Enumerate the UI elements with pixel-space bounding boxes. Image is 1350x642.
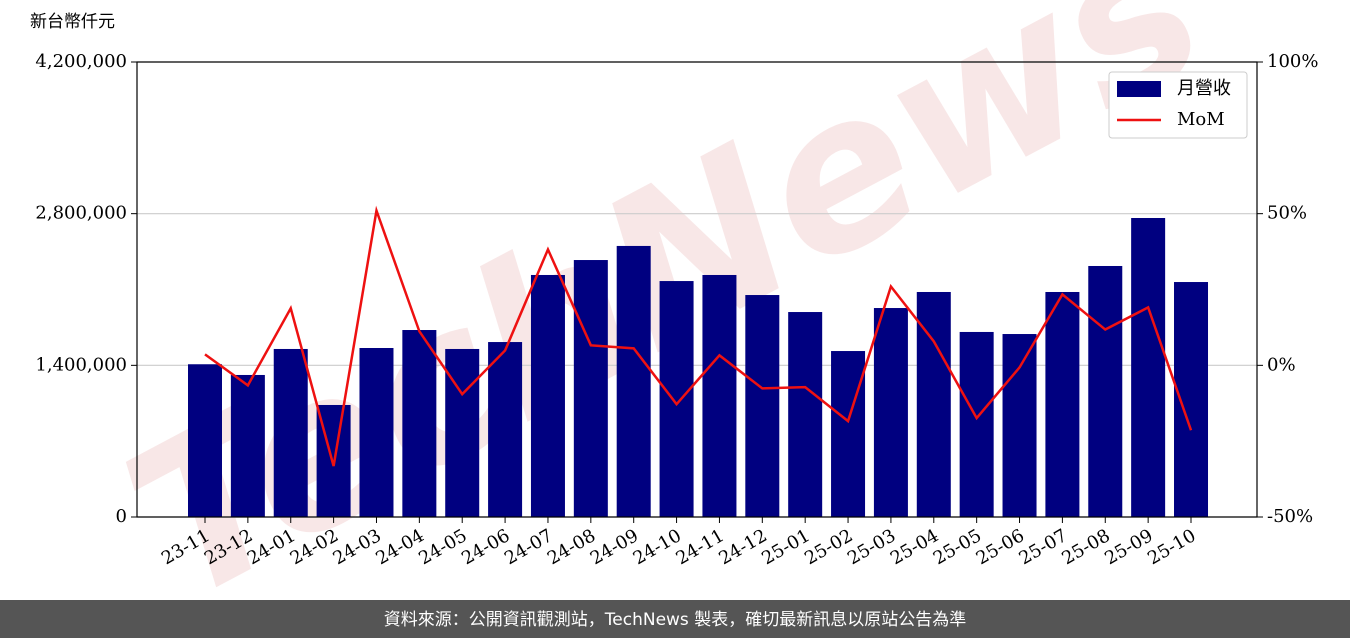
bar <box>959 331 994 517</box>
bar <box>616 245 651 517</box>
x-tick-label: 24-06 <box>458 525 513 569</box>
bar <box>273 348 308 517</box>
line <box>204 205 1193 467</box>
bar <box>916 291 951 517</box>
bar <box>188 364 222 517</box>
x-tick-label: 25-10 <box>1144 525 1199 569</box>
footer: 資料來源：公開資訊觀測站，TechNews 製表，確切最新訊息以原站公告為準 <box>384 610 966 630</box>
x-tick-label: 24-09 <box>587 525 642 569</box>
x-tick-label: 25-02 <box>801 525 856 569</box>
bar <box>788 312 823 517</box>
x-tick-label: 24-12 <box>715 525 770 569</box>
bar <box>745 295 780 517</box>
x-tick-label: 24-08 <box>544 525 599 569</box>
footer-band <box>0 600 1350 638</box>
legend-label: MoM <box>1177 109 1225 130</box>
bar <box>1088 265 1123 517</box>
bar <box>402 330 437 517</box>
x-tick-label: 24-10 <box>630 525 685 569</box>
x-tick-label: 25-05 <box>930 525 985 569</box>
y2-tick-label: 50% <box>1267 203 1307 224</box>
x-tick-label: 25-08 <box>1058 525 1113 569</box>
y-tick-label: 4,200,000 <box>35 51 127 72</box>
x-tick-label: 25-01 <box>758 525 813 569</box>
bar <box>659 281 694 517</box>
bar <box>702 274 737 517</box>
y-tick-label: 1,400,000 <box>35 354 127 375</box>
bar <box>831 351 866 517</box>
x-tick-label: 25-07 <box>1015 525 1070 569</box>
y2-tick-label: -50% <box>1267 506 1313 527</box>
bar <box>573 260 608 517</box>
x-tick-label: 25-03 <box>844 525 899 569</box>
x-tick-label: 24-11 <box>673 525 728 569</box>
bar <box>873 308 908 517</box>
bar <box>445 348 480 517</box>
bar <box>530 274 565 517</box>
y2-tick-label: 100% <box>1267 51 1318 72</box>
bar <box>488 342 523 517</box>
bar <box>230 374 265 517</box>
legend-label: 月營收 <box>1177 78 1231 99</box>
x-tick-label: 25-04 <box>887 525 942 569</box>
x-tick-label: 25-09 <box>1101 525 1156 569</box>
legend-swatch <box>1117 81 1161 97</box>
y-axis-label: 新台幣仟元 <box>30 12 115 32</box>
bar <box>1131 218 1166 517</box>
y-tick-label: 0 <box>116 506 127 527</box>
bar <box>1045 291 1080 517</box>
y-tick-label: 2,800,000 <box>35 203 127 224</box>
y2-tick-label: 0% <box>1267 354 1296 375</box>
bar <box>359 348 394 517</box>
x-tick-label: 25-06 <box>973 525 1028 569</box>
x-tick-label: 24-07 <box>501 525 556 569</box>
bar <box>1002 334 1037 517</box>
plot-frame <box>136 61 1258 518</box>
